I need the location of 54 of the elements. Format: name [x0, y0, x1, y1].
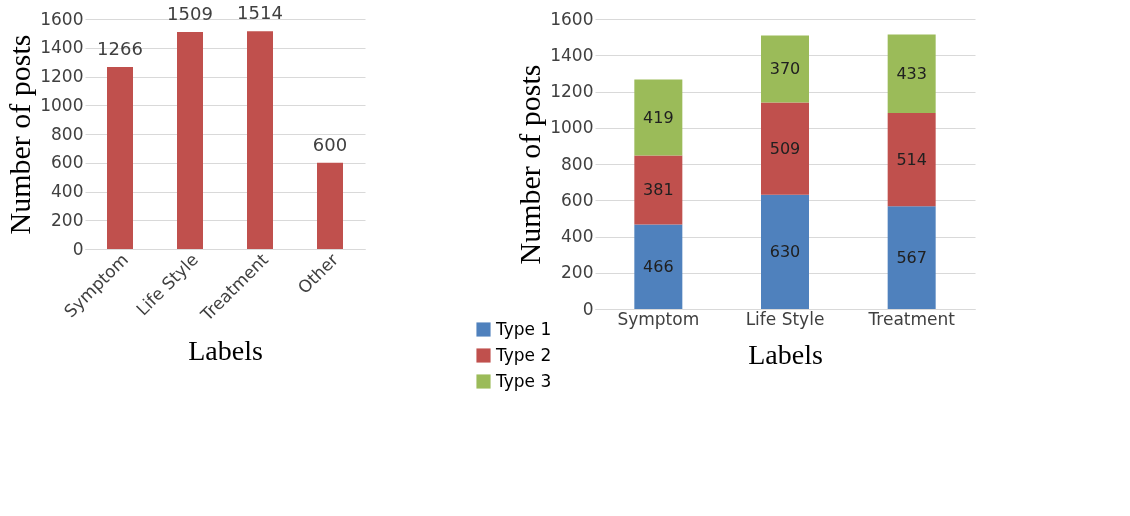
- bar: [107, 67, 133, 249]
- data-label: 1509: [167, 3, 213, 25]
- y-tick-label: 1200: [550, 81, 594, 101]
- y-tick-label: 1600: [550, 8, 594, 29]
- bar: [761, 35, 809, 103]
- y-tick-label: 1600: [40, 8, 84, 29]
- data-label: 567: [896, 247, 927, 267]
- y-tick-label: 0: [582, 298, 594, 319]
- data-label: 1514: [237, 2, 283, 24]
- bar: [887, 113, 936, 207]
- data-label: 381: [643, 180, 674, 200]
- x-tick-label: Symptom: [617, 308, 700, 329]
- y-tick-label: 200: [561, 262, 594, 283]
- data-label: 514: [896, 149, 927, 169]
- x-axis-title: Labels: [748, 338, 823, 370]
- legend-label: Type 1: [495, 318, 552, 339]
- y-tick-label: 1000: [550, 117, 594, 138]
- data-label: 433: [896, 63, 927, 83]
- y-tick-label: 1400: [40, 37, 84, 58]
- bar: [887, 206, 936, 309]
- y-tick-label: 1400: [550, 44, 594, 65]
- y-tick-label: 0: [72, 238, 84, 259]
- y-tick-label: 800: [51, 123, 84, 144]
- y-tick-label: 600: [561, 189, 594, 210]
- bar: [317, 162, 343, 249]
- data-label: 1266: [97, 38, 143, 60]
- bar: [887, 34, 936, 114]
- bar: [761, 102, 809, 195]
- x-tick-label: Life Style: [745, 308, 825, 329]
- data-label: 509: [769, 138, 801, 158]
- data-label: 600: [312, 133, 348, 155]
- y-tick-label: 400: [51, 181, 84, 201]
- bar: [177, 32, 203, 249]
- x-tick-label: Treatment: [867, 308, 956, 329]
- legend-label: Type 2: [495, 344, 552, 365]
- bar: [634, 155, 683, 225]
- data-label: 466: [643, 256, 674, 276]
- bar: [761, 194, 809, 309]
- bar: [634, 79, 683, 156]
- data-label: 419: [643, 107, 674, 127]
- legend-label: Type 3: [495, 370, 552, 391]
- y-tick-label: 400: [561, 226, 594, 246]
- y-tick-label: 600: [51, 152, 84, 173]
- bar: [634, 224, 683, 309]
- y-tick-label: 800: [561, 153, 594, 174]
- bar: [247, 31, 273, 249]
- y-axis-title: Number of posts: [3, 34, 37, 235]
- y-tick-label: 1000: [40, 94, 84, 115]
- data-label: 370: [769, 59, 801, 79]
- y-tick-label: 1200: [40, 66, 84, 86]
- y-tick-label: 200: [51, 209, 84, 230]
- y-axis-title: Number of posts: [513, 64, 547, 265]
- data-label: 630: [769, 241, 801, 261]
- x-axis-title: Labels: [188, 334, 263, 366]
